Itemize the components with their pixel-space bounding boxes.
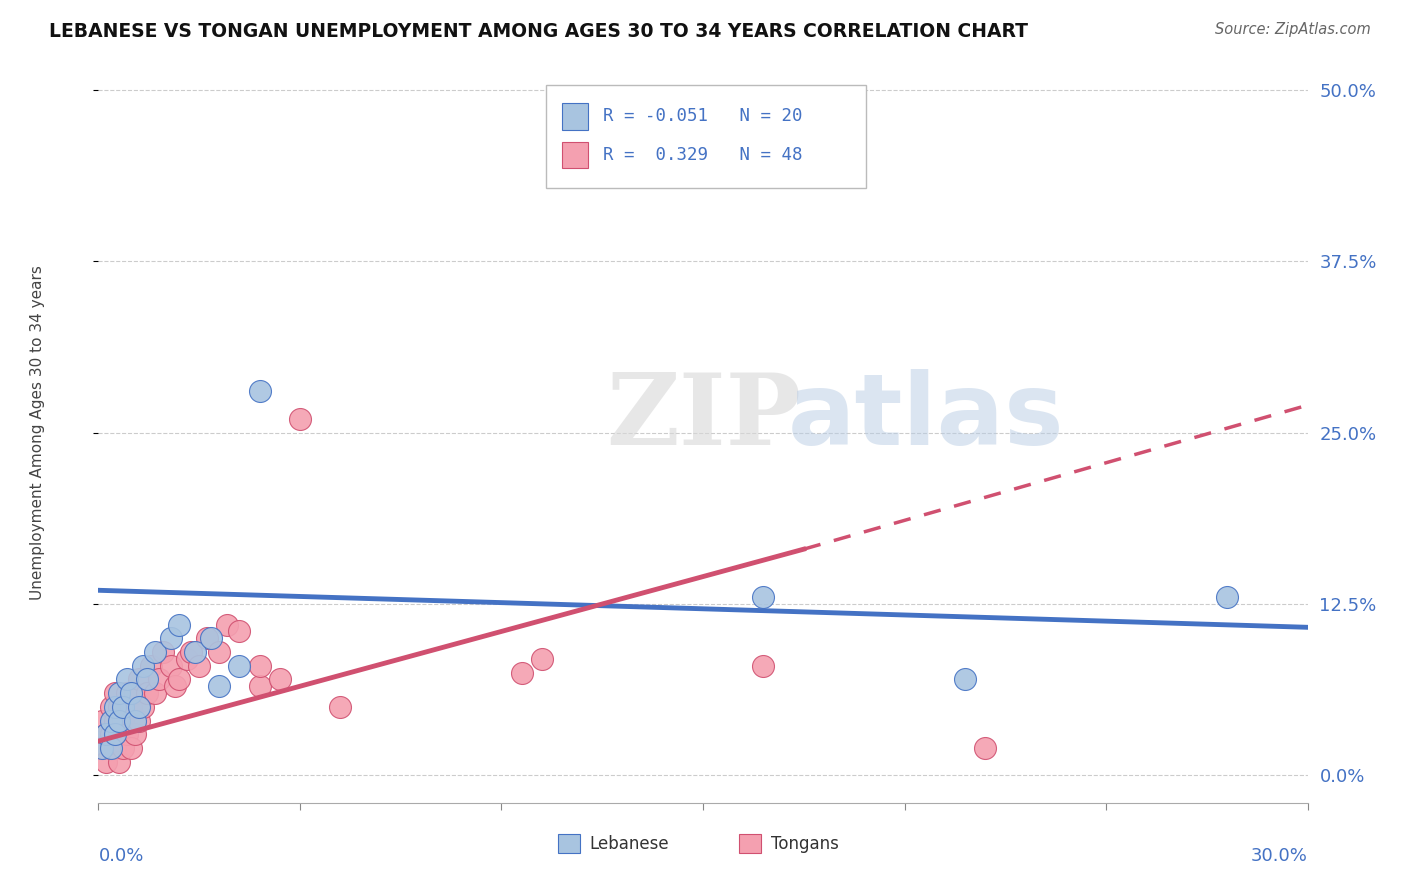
Point — [752, 590, 775, 604]
Point — [100, 699, 122, 714]
Point — [103, 699, 125, 714]
Point — [107, 699, 129, 714]
Point — [228, 658, 250, 673]
Point — [228, 624, 250, 639]
Point — [120, 686, 142, 700]
Text: 30.0%: 30.0% — [1251, 847, 1308, 865]
Point — [510, 665, 533, 680]
Point — [124, 727, 146, 741]
Point — [132, 699, 155, 714]
Point — [128, 714, 150, 728]
Text: R = -0.051   N = 20: R = -0.051 N = 20 — [603, 108, 803, 126]
Point — [752, 658, 775, 673]
Point — [180, 645, 202, 659]
Point — [184, 645, 207, 659]
Point — [100, 714, 122, 728]
Point — [115, 727, 138, 741]
Point — [329, 699, 352, 714]
Point — [953, 673, 976, 687]
Point — [1216, 590, 1239, 604]
Point — [176, 652, 198, 666]
Point — [195, 632, 218, 646]
Point — [217, 617, 239, 632]
Text: Source: ZipAtlas.com: Source: ZipAtlas.com — [1215, 22, 1371, 37]
Point — [103, 727, 125, 741]
FancyBboxPatch shape — [561, 142, 588, 169]
Point — [103, 714, 125, 728]
Point — [107, 727, 129, 741]
Point — [208, 679, 231, 693]
Point — [269, 673, 291, 687]
Point — [143, 686, 166, 700]
Point — [91, 714, 114, 728]
FancyBboxPatch shape — [546, 85, 866, 188]
Point — [135, 686, 157, 700]
Point — [148, 673, 170, 687]
Point — [120, 741, 142, 756]
Point — [160, 632, 183, 646]
Point — [208, 645, 231, 659]
Point — [160, 658, 183, 673]
Point — [96, 727, 118, 741]
Point — [124, 714, 146, 728]
Point — [974, 741, 997, 756]
Point — [91, 741, 114, 756]
Point — [167, 617, 190, 632]
Point — [249, 384, 271, 399]
Point — [135, 673, 157, 687]
Point — [107, 686, 129, 700]
Point — [103, 686, 125, 700]
Point — [115, 686, 138, 700]
Point — [100, 727, 122, 741]
Point — [96, 755, 118, 769]
Text: Unemployment Among Ages 30 to 34 years: Unemployment Among Ages 30 to 34 years — [31, 265, 45, 600]
Point — [100, 741, 122, 756]
Point — [132, 658, 155, 673]
FancyBboxPatch shape — [561, 103, 588, 130]
Point — [100, 741, 122, 756]
Point — [107, 755, 129, 769]
Point — [111, 741, 134, 756]
Point — [139, 658, 162, 673]
Point — [200, 632, 222, 646]
Text: LEBANESE VS TONGAN UNEMPLOYMENT AMONG AGES 30 TO 34 YEARS CORRELATION CHART: LEBANESE VS TONGAN UNEMPLOYMENT AMONG AG… — [49, 22, 1028, 41]
Point — [249, 658, 271, 673]
Point — [103, 741, 125, 756]
Text: R =  0.329   N = 48: R = 0.329 N = 48 — [603, 146, 803, 164]
Point — [288, 412, 311, 426]
Text: atlas: atlas — [787, 369, 1064, 467]
Point — [115, 673, 138, 687]
FancyBboxPatch shape — [740, 834, 761, 853]
Point — [188, 658, 211, 673]
Point — [249, 679, 271, 693]
Point — [96, 727, 118, 741]
FancyBboxPatch shape — [558, 834, 579, 853]
Point — [530, 652, 553, 666]
Point — [111, 714, 134, 728]
Point — [143, 645, 166, 659]
Point — [107, 714, 129, 728]
Text: ZIP: ZIP — [606, 369, 801, 467]
Point — [120, 699, 142, 714]
Point — [167, 673, 190, 687]
Point — [163, 679, 186, 693]
Point — [152, 645, 174, 659]
Point — [128, 699, 150, 714]
Point — [91, 741, 114, 756]
Text: 0.0%: 0.0% — [98, 847, 143, 865]
Text: Lebanese: Lebanese — [589, 835, 669, 853]
Point — [124, 686, 146, 700]
Point — [128, 673, 150, 687]
Point — [111, 699, 134, 714]
Text: Tongans: Tongans — [770, 835, 838, 853]
